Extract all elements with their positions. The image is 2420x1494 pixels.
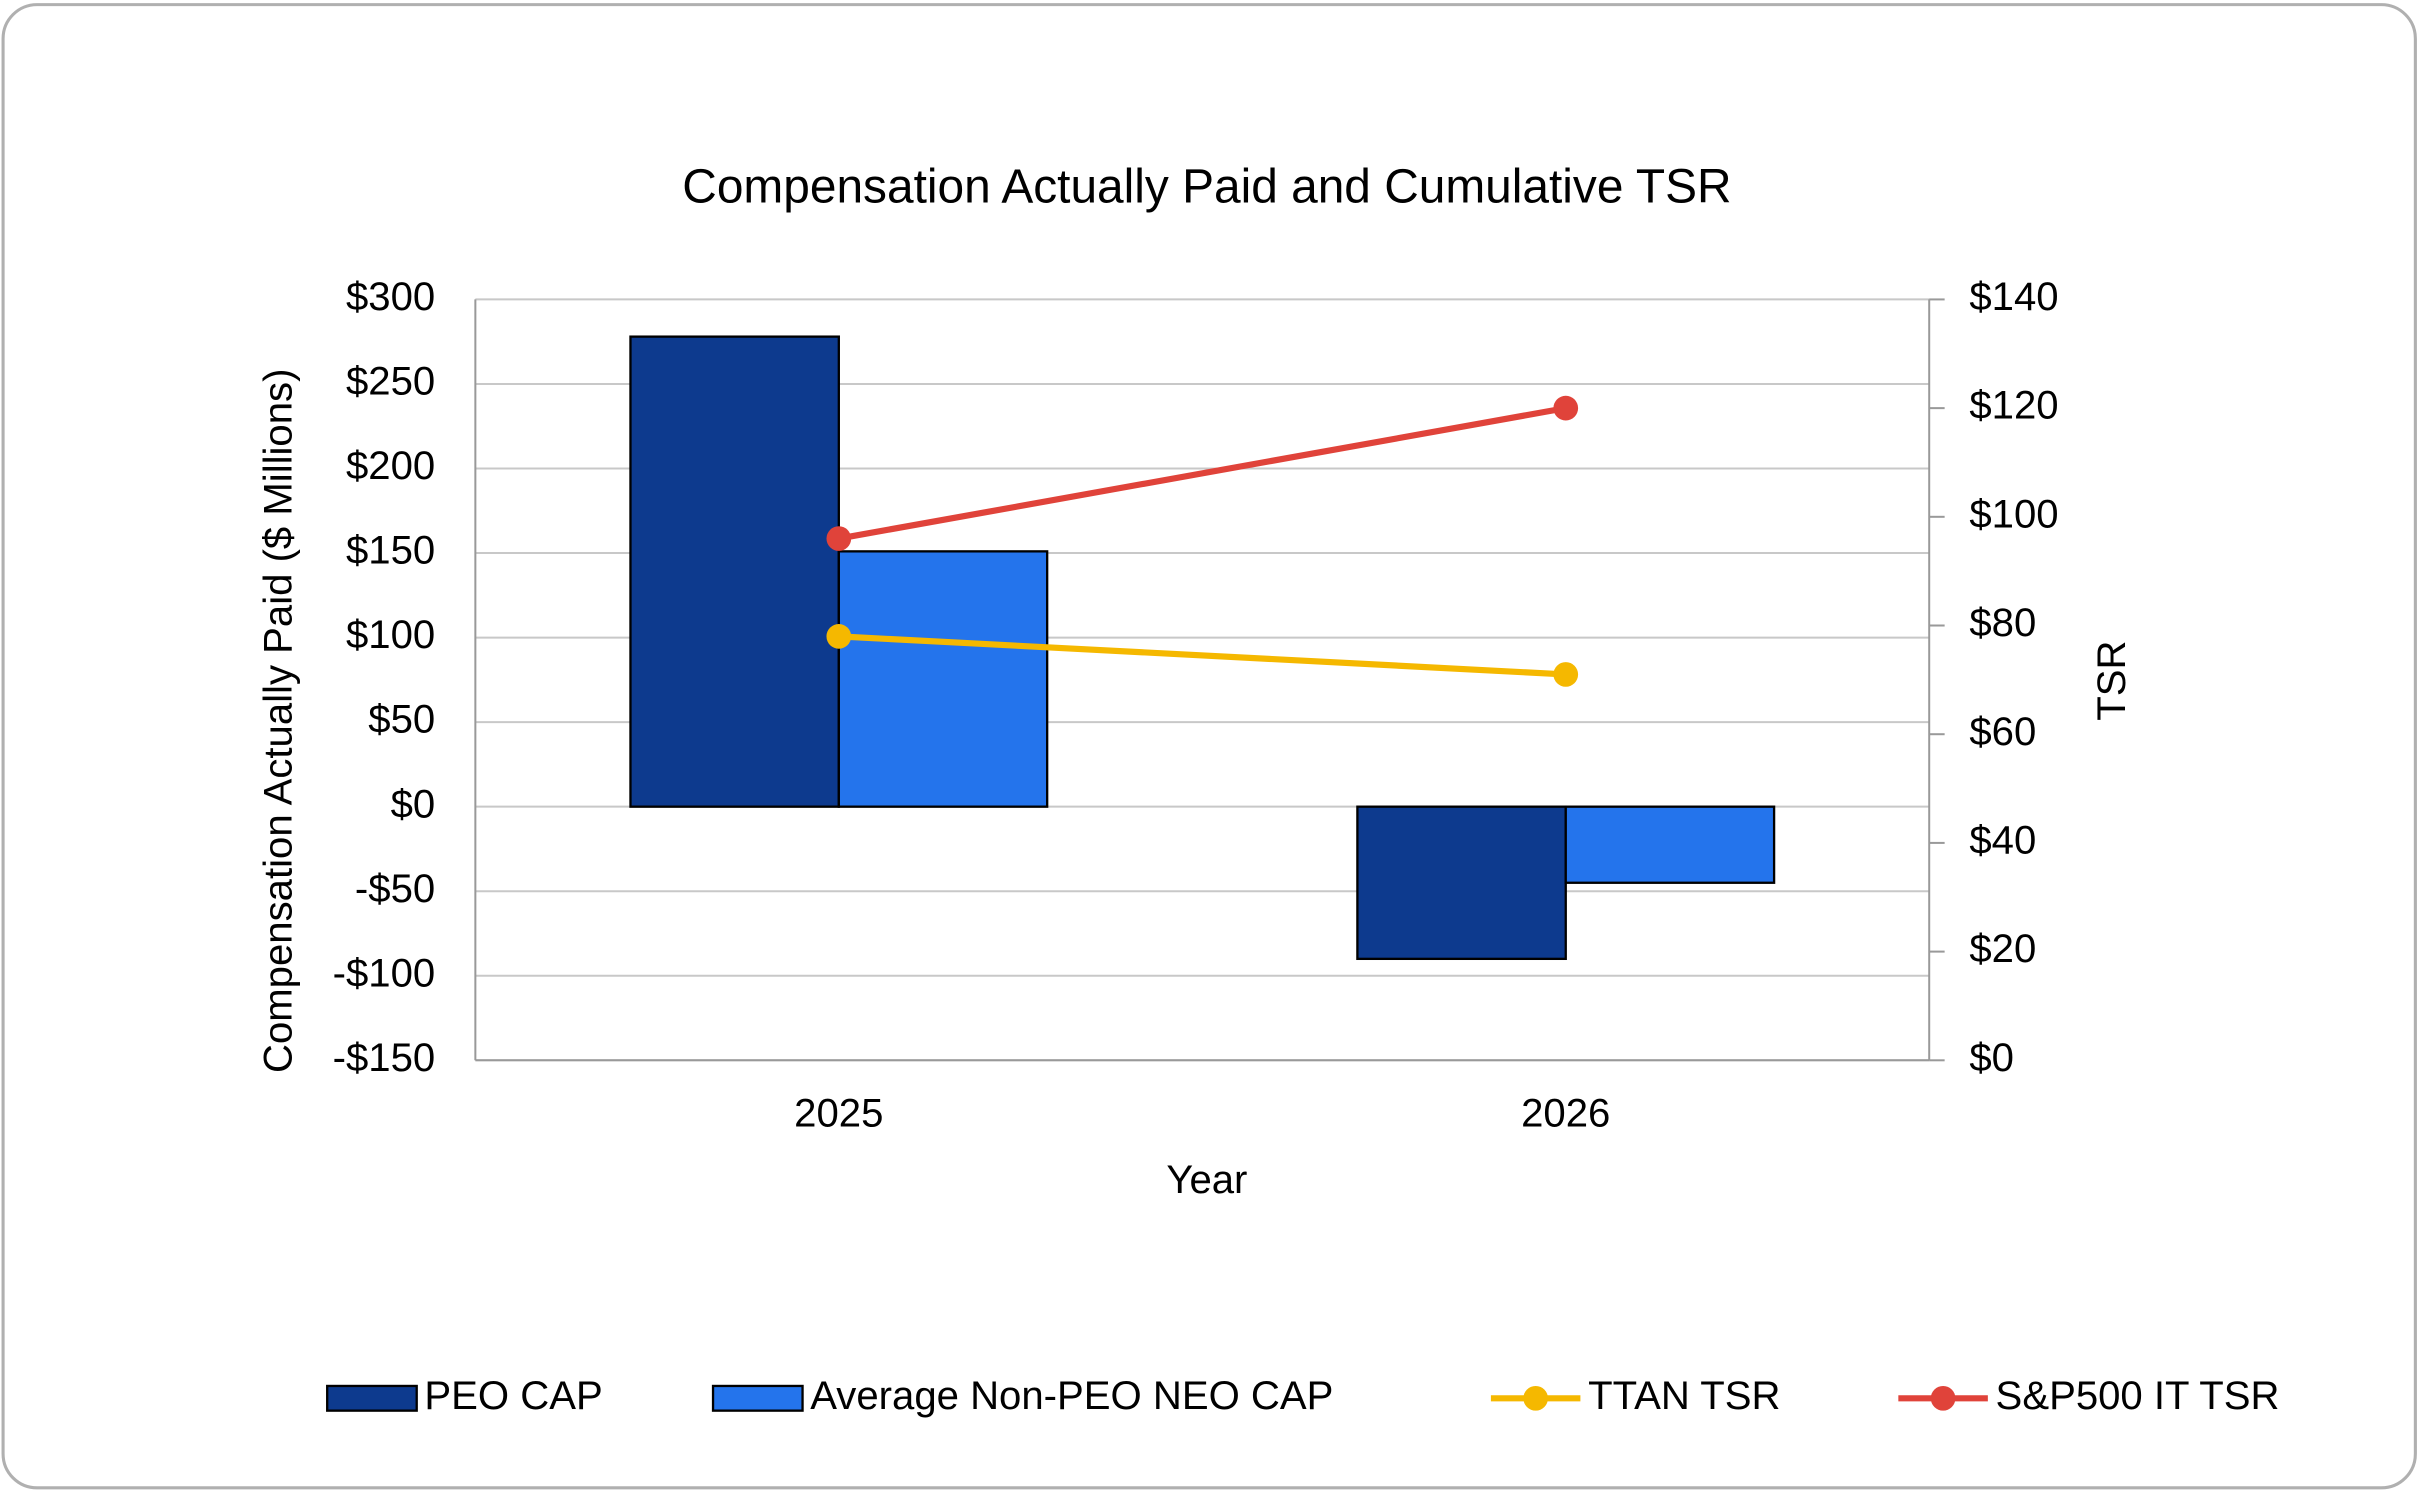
y-tick-label: $0 — [391, 781, 436, 826]
y2-tick-label: $40 — [1969, 818, 2036, 863]
y2-tick-label: $20 — [1969, 926, 2036, 971]
legend-swatch — [326, 1384, 418, 1412]
y-tick-label: $300 — [346, 274, 435, 319]
y2-tick-label: $80 — [1969, 600, 2036, 645]
y-tick-label: -$150 — [333, 1035, 436, 1080]
x-tick-label: 2026 — [1521, 1090, 1610, 1135]
legend-label: S&P500 IT TSR — [1996, 1373, 2280, 1418]
bar — [629, 335, 840, 808]
point — [1553, 662, 1579, 687]
frame — [1, 3, 2417, 1490]
x-tick-label: 2025 — [794, 1090, 883, 1135]
chart-title: Compensation Actually Paid and Cumulativ… — [682, 160, 1731, 213]
legend-label: TTAN TSR — [1588, 1373, 1780, 1418]
legend-label: PEO CAP — [424, 1373, 602, 1418]
legend-swatch — [711, 1384, 804, 1412]
y-tick-label: -$50 — [355, 866, 435, 911]
legend-label: Average Non-PEO NEO CAP — [810, 1373, 1333, 1418]
y-axis-title: Compensation Actually Paid ($ Millions) — [255, 369, 300, 1073]
y-tick-label: $200 — [346, 443, 435, 488]
y-tick-label: $250 — [346, 359, 435, 404]
y-tick-label: -$100 — [333, 950, 436, 995]
legend-marker — [1523, 1385, 1548, 1411]
bar — [1356, 805, 1567, 961]
y2-tick-label: $0 — [1969, 1035, 2014, 1080]
y2-axis-title: TSR — [2089, 641, 2134, 721]
y-tick-label: $150 — [346, 528, 435, 573]
line — [838, 405, 1567, 542]
x-axis-title: Year — [1166, 1157, 1247, 1202]
y2-tick-label: $60 — [1969, 709, 2036, 754]
y-tick-label: $50 — [368, 697, 435, 742]
bar — [1564, 805, 1776, 884]
line — [838, 633, 1566, 678]
point — [826, 624, 852, 649]
y2-tick-label: $140 — [1969, 274, 2058, 319]
legend-marker — [1930, 1385, 1956, 1411]
point — [1553, 395, 1579, 421]
y2-tick-label: $100 — [1969, 491, 2058, 536]
bar — [837, 550, 1049, 808]
point — [826, 526, 852, 551]
y2-tick-label: $120 — [1969, 383, 2058, 428]
y-tick-label: $100 — [346, 612, 435, 657]
